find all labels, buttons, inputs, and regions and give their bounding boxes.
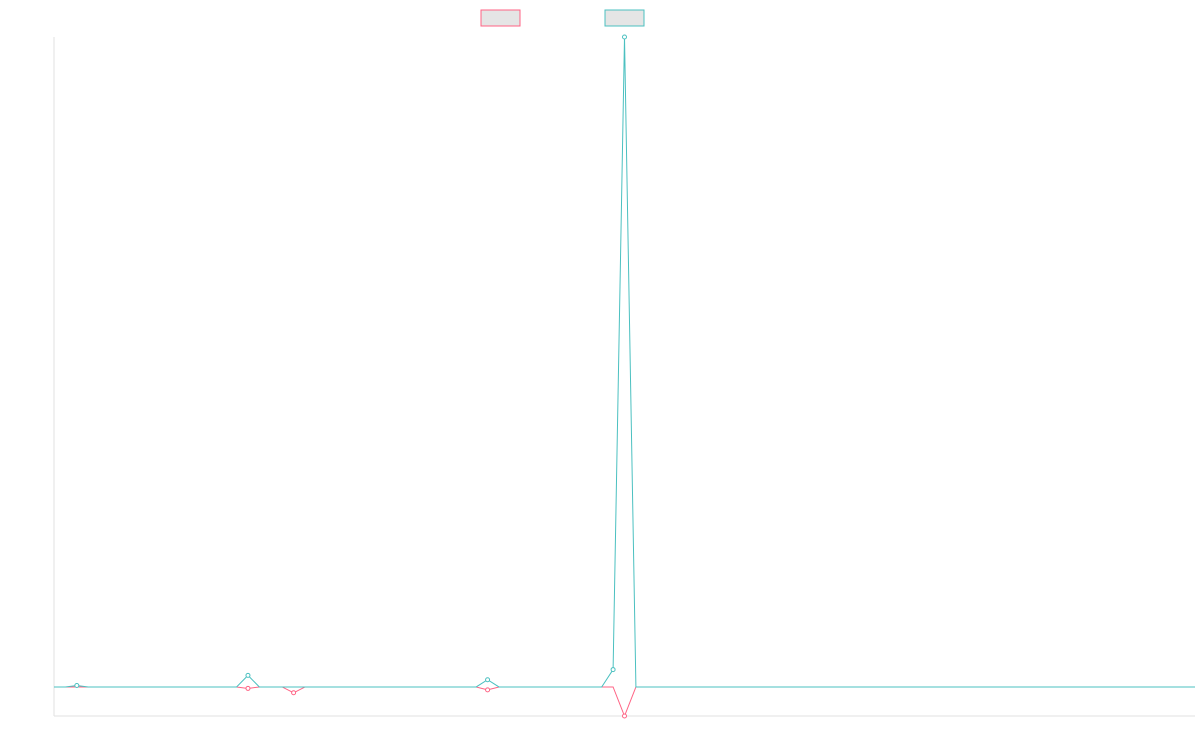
point: [245, 685, 251, 691]
point: [485, 687, 491, 693]
point: [485, 677, 491, 683]
point: [610, 667, 616, 673]
point: [245, 672, 251, 678]
point: [622, 713, 627, 719]
legend-swatch[interactable]: [604, 9, 645, 27]
legend-swatch[interactable]: [480, 9, 521, 27]
point: [291, 690, 297, 696]
point: [74, 683, 80, 689]
series-line: [54, 686, 1195, 718]
point: [622, 34, 627, 40]
series-line: [54, 36, 1195, 688]
